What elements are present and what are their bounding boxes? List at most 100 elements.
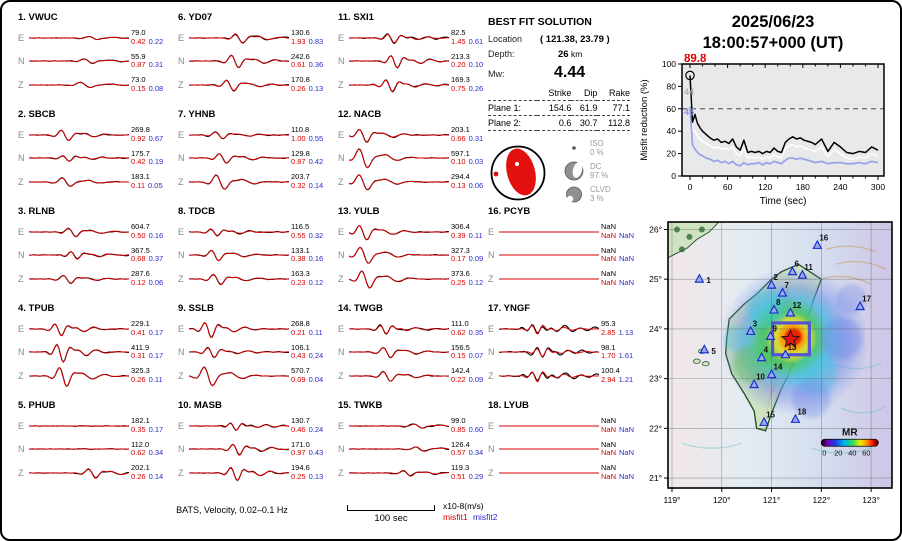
misfit1-value: 0.25 [291, 471, 306, 481]
waveform-trace-NACB-N [349, 148, 449, 169]
map-station-label-1: 1 [706, 276, 711, 285]
waveform-row-VWUC-Z: Z 73.0 0.15 0.08 [18, 73, 174, 97]
station-header: 3. RLNB [18, 206, 55, 217]
nodal-plane-table: Strike Dip Rake Plane 1: 154.6 61.9 77.1… [488, 86, 630, 131]
misfit-values: 0.50 0.16 [131, 231, 163, 240]
waveform-trace-SSLB-E [189, 321, 289, 338]
waveform-row-YD07-E: E 130.6 1.93 0.83 [178, 26, 334, 50]
plane1-strike: 154.6 [548, 103, 572, 113]
trace-values: 95.3 2.85 1.13 [601, 320, 633, 337]
channel-label: Z [488, 370, 494, 381]
misfit1-value: 0.22 [451, 374, 466, 384]
station-header: 14. TWGB [338, 303, 383, 314]
waveform-row-MASB-N: N 171.0 0.97 0.43 [178, 438, 334, 462]
waveform-trace-YNGF-Z [499, 370, 599, 382]
peak-amplitude: 175.7 [131, 148, 150, 158]
waveform-row-RLNB-E: E 604.7 0.50 0.16 [18, 220, 174, 244]
misfit-values: 0.11 0.05 [131, 181, 163, 190]
depth-label: Depth: [488, 49, 515, 59]
peak-amplitude: 111.0 [451, 319, 469, 329]
misfit-values: 0.41 0.17 [131, 328, 163, 337]
trace-values: 570.7 0.09 0.04 [291, 367, 323, 384]
channel-label: Z [178, 467, 184, 478]
peak-amplitude: 183.1 [131, 172, 150, 182]
map-station-12 [785, 307, 796, 317]
waveform-trace-YULB-N [349, 246, 449, 264]
waveform-row-PHUB-Z: Z 202.1 0.26 0.14 [18, 461, 174, 485]
event-datetime: 2025/06/23 18:00:57+000 (UT) [650, 12, 896, 54]
misfit-values: 0.26 0.13 [291, 84, 323, 93]
station-block-TDCB: 8. TDCB E 116.5 0.55 0.32 N 133.1 0.38 0.16 Z 163.… [178, 206, 334, 303]
waveform-row-YHNB-E: E 110.8 1.00 0.55 [178, 123, 334, 147]
waveform-trace-PCYB-Z [499, 278, 599, 280]
misfit1-value: 0.62 [131, 448, 146, 458]
misfit1-value: 0.55 [291, 230, 306, 240]
depth-value: 26 km [558, 49, 583, 60]
map-station-9 [765, 330, 776, 340]
map-station-label-14: 14 [774, 363, 783, 372]
waveform-trace-PHUB-E [29, 424, 129, 427]
misfit-values: 0.61 0.36 [291, 60, 323, 70]
plane2-label: Plane 2: [488, 115, 538, 131]
waveform-trace-TDCB-N [189, 250, 289, 262]
waveform-trace-NACB-Z [349, 174, 449, 191]
misfit-values: 0.68 0.37 [131, 254, 163, 264]
peak-amplitude: 82.5 [451, 28, 466, 38]
svg-text:121°: 121° [763, 495, 781, 505]
misfit1-value: NaN [601, 254, 617, 264]
trace-values: 130.7 0.46 0.24 [291, 417, 323, 434]
trace-values: 411.9 0.31 0.17 [131, 343, 163, 361]
trace-values: 242.6 0.61 0.36 [291, 52, 323, 70]
trace-values: 55.9 0.87 0.31 [131, 52, 163, 70]
misfit-values: 0.09 0.04 [291, 375, 323, 384]
location-label: Location [488, 34, 523, 44]
waveform-trace-MASB-Z [189, 466, 289, 482]
x-axis-title: Time (sec) [760, 196, 807, 207]
channel-label: Z [18, 467, 24, 478]
trace-values: 110.8 1.00 0.55 [291, 126, 323, 143]
waveform-trace-TWKB-N [349, 446, 449, 453]
misfit1-value: 1.00 [291, 133, 306, 143]
peak-amplitude: NaN [601, 222, 617, 232]
misfit1-value: 0.26 [131, 471, 146, 481]
channel-label: E [178, 129, 185, 140]
waveform-trace-TWGB-Z [349, 370, 449, 382]
plane2-dip: 30.7 [571, 115, 598, 131]
misfit1-value: 0.57 [451, 448, 466, 458]
waveform-row-PCYB-Z: Z NaN NaN NaN [488, 267, 638, 291]
misfit-values: 2.85 1.13 [601, 328, 633, 337]
peak-amplitude: 327.3 [451, 245, 470, 255]
channel-label: N [178, 250, 185, 261]
waveform-row-PCYB-E: E NaN NaN NaN [488, 220, 638, 244]
misfit1-value: NaN [601, 448, 617, 458]
station-block-YULB: 13. YULB E 306.4 0.39 0.11 N 327.3 0.17 0.09 Z 373… [338, 206, 494, 303]
waveform-trace-RLNB-E [29, 227, 129, 238]
misfit-series-1 [689, 91, 879, 160]
peak-amplitude: 325.3 [131, 366, 150, 376]
station-block-RLNB: 3. RLNB E 604.7 0.50 0.16 N 367.5 0.68 0.37 Z 287.… [18, 206, 174, 303]
misfit2-value: 0.14 [308, 180, 324, 190]
misfit-values: 0.39 0.11 [451, 231, 483, 240]
misfit1-value: 0.35 [131, 424, 146, 434]
svg-text:25°: 25° [649, 274, 662, 284]
peak-amplitude: 268.8 [291, 319, 310, 329]
channel-label: E [178, 323, 185, 334]
channel-label: N [338, 56, 345, 67]
svg-text:20: 20 [667, 149, 677, 159]
waveform-row-SBCB-Z: Z 183.1 0.11 0.05 [18, 170, 174, 194]
map-station-5 [699, 344, 710, 354]
trace-values: 373.6 0.25 0.12 [451, 270, 483, 287]
misfit2-value: NaN [619, 254, 635, 264]
misfit-values: 0.32 0.14 [291, 181, 323, 190]
misfit-values: 2.94 1.21 [601, 375, 633, 384]
waveform-trace-TDCB-Z [189, 273, 289, 286]
station-header: 18. LYUB [488, 400, 529, 411]
peak-amplitude: 269.8 [131, 125, 150, 135]
misfit-chart-svg: 0 20 40 60 80 100 0 60 120 180 240 300 89.8 44 45 Misfi… [639, 53, 885, 207]
trace-values: 100.4 2.94 1.21 [601, 367, 633, 384]
channel-label: E [18, 323, 25, 334]
misfit1-value: 0.46 [291, 424, 306, 434]
misfit2-value: 0.83 [308, 36, 324, 46]
waveform-trace-PHUB-Z [29, 467, 129, 479]
waveform-row-TDCB-E: E 116.5 0.55 0.32 [178, 220, 334, 244]
